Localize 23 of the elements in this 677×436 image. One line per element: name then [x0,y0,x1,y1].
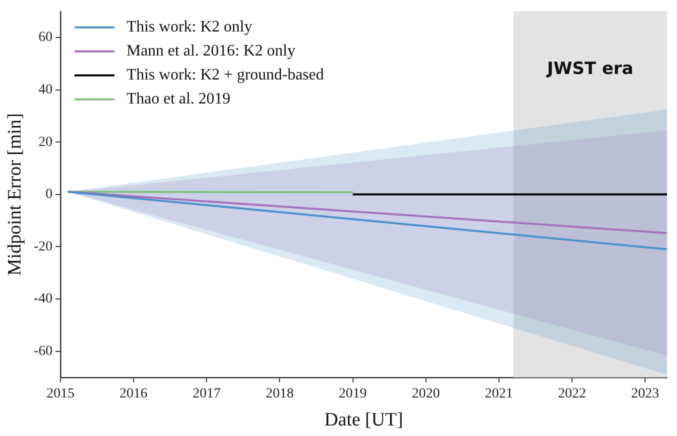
y-tick-label: 20 [38,134,52,150]
y-tick-label: -40 [34,292,52,307]
y-tick-label: 0 [45,187,52,202]
x-tick-label: 2018 [266,386,294,402]
x-tick-label: 2019 [338,386,367,402]
legend-label: This work: K2 + ground-based [126,66,324,84]
x-axis-title: Date [UT] [324,410,404,431]
y-tick-label: 40 [38,82,52,98]
legend-label: This work: K2 only [126,18,252,36]
y-axis-title: Midpoint Error [min] [4,113,26,276]
x-tick-label: 2020 [412,386,440,402]
legend-label: Mann et al. 2016: K2 only [126,42,296,60]
legend-label: Thao et al. 2019 [126,90,230,108]
x-tick-label: 2021 [484,386,513,402]
x-tick-label: 2022 [558,386,586,402]
band-label: JWST era [546,58,634,79]
x-tick-label: 2016 [120,386,148,402]
y-tick-label: -60 [34,344,52,359]
x-tick-label: 2015 [46,386,74,402]
x-tick-label: 2023 [631,386,660,402]
y-tick-label: -20 [34,239,52,254]
x-tick-label: 2017 [192,386,221,402]
y-tick-label: 60 [38,30,52,46]
